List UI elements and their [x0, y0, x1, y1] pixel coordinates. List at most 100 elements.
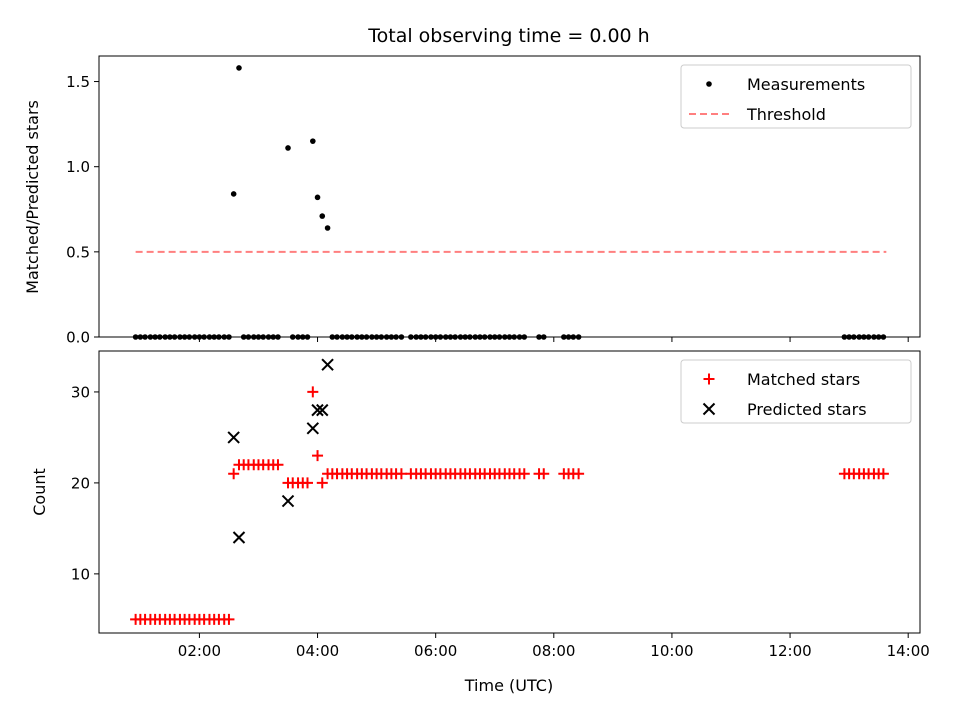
y-tick-label: 30: [71, 383, 90, 401]
measurement-point: [245, 334, 252, 340]
legend-marker: [703, 373, 715, 385]
measurement-point: [137, 334, 144, 340]
measurement-point: [167, 334, 173, 340]
measurement-point: [142, 334, 148, 340]
x-tick-label: 14:00: [887, 642, 930, 660]
measurement-point: [871, 334, 877, 340]
measurement-point: [177, 334, 183, 340]
measurement-point: [152, 334, 158, 340]
matched-star-marker: [395, 468, 407, 480]
measurement-point: [540, 334, 547, 340]
measurement-point: [865, 334, 872, 340]
measurement-point: [344, 334, 350, 340]
measurement-point: [413, 334, 419, 340]
x-tick-label: 10:00: [650, 642, 693, 660]
measurement-point: [447, 334, 454, 340]
measurement-point: [359, 334, 365, 340]
measurement-point: [432, 334, 439, 340]
measurement-point: [354, 334, 360, 340]
measurement-point: [250, 334, 257, 340]
measurement-point: [462, 334, 469, 340]
measurement-point: [329, 334, 336, 340]
measurement-point: [378, 334, 385, 340]
measurement-point: [260, 334, 267, 340]
measurement-point: [856, 334, 862, 340]
measurement-point: [255, 334, 262, 340]
measurement-point: [846, 334, 852, 340]
measurement-point: [186, 334, 193, 340]
legend-entry: Predicted stars: [702, 400, 867, 419]
measurement-point: [363, 334, 370, 340]
measurement-point: [477, 334, 483, 340]
measurement-point: [171, 334, 178, 340]
measurement-point: [206, 334, 213, 340]
measurement-point: [216, 334, 222, 340]
measurement-point: [442, 334, 449, 340]
matched-star-marker: [316, 477, 328, 489]
measurement-point: [310, 138, 316, 144]
measurement-point: [506, 334, 513, 340]
measurement-point: [334, 334, 340, 340]
measurement-point: [496, 334, 503, 340]
legend-entry: Matched stars: [703, 370, 860, 389]
measurement-point: [221, 334, 228, 340]
matched-star-marker: [223, 613, 235, 625]
matched-star-marker: [272, 459, 284, 471]
legend-box: [680, 359, 912, 424]
measurement-point: [319, 213, 326, 219]
measurement-point: [289, 334, 296, 340]
measurement-point: [132, 334, 139, 340]
y-axis-label: Matched/Predicted stars: [23, 100, 42, 294]
measurement-point: [314, 194, 321, 201]
measurement-point: [196, 334, 203, 340]
measurement-point: [211, 334, 217, 340]
legend-label: Measurements: [747, 75, 865, 94]
measurement-point: [561, 334, 567, 340]
legend-entry: Measurements: [706, 75, 865, 94]
measurement-point: [575, 334, 582, 340]
series-matched-stars: [130, 386, 889, 625]
measurement-point: [472, 334, 479, 340]
count-panel: Time (UTC) Count 02:00 04:00 06:00 08:00 10:…: [30, 350, 930, 695]
measurement-point: [162, 334, 168, 340]
measurement-point: [348, 334, 355, 340]
measurement-point: [422, 334, 429, 340]
matched-star-marker: [307, 386, 319, 398]
matched-star-marker: [518, 468, 530, 480]
measurement-point: [501, 334, 508, 340]
predicted-star-marker: [227, 431, 240, 444]
matched-star-marker: [301, 477, 313, 489]
measurement-point: [861, 334, 867, 340]
x-tick-label: 12:00: [768, 642, 811, 660]
measurement-point: [437, 334, 444, 340]
ratio-legend: Measurements Threshold: [680, 64, 912, 129]
measurement-point: [339, 334, 346, 340]
measurement-point: [191, 334, 198, 340]
measurement-point: [226, 334, 232, 340]
measurement-point: [398, 334, 405, 340]
y-axis-label: Count: [30, 468, 49, 516]
y-tick-label: 0.5: [66, 243, 90, 261]
y-tick-label: 1.0: [66, 158, 90, 176]
matched-star-marker: [228, 468, 240, 480]
x-tick-label: 02:00: [178, 642, 221, 660]
measurement-point: [880, 334, 887, 340]
x-axis-label: Time (UTC): [464, 676, 553, 695]
predicted-star-marker: [311, 403, 324, 417]
measurement-point: [299, 334, 306, 340]
predicted-star-marker: [316, 403, 329, 417]
x-tick-label: 04:00: [296, 642, 339, 660]
measurement-point: [481, 334, 488, 340]
measurement-point: [275, 334, 281, 340]
measurement-point: [304, 334, 311, 340]
ratio-panel: Total observing time = 0.00 h Matched/Pr…: [23, 25, 921, 347]
measurement-point: [521, 334, 528, 340]
chart-title: Total observing time = 0.00 h: [367, 25, 649, 47]
predicted-star-marker: [232, 531, 246, 544]
y-tick-label: 10: [71, 565, 90, 583]
measurement-point: [285, 145, 291, 151]
measurement-point: [418, 334, 424, 340]
measurement-point: [452, 334, 458, 340]
matched-star-marker: [877, 468, 889, 480]
measurement-point: [147, 334, 154, 340]
